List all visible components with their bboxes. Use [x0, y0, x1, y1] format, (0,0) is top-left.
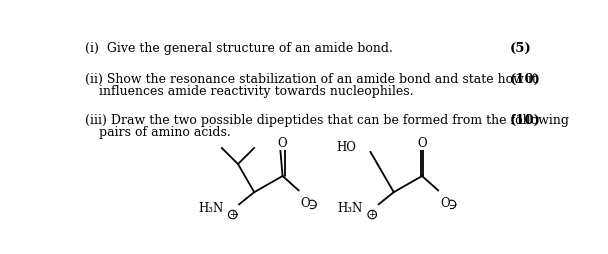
- Text: −: −: [308, 200, 316, 209]
- Text: (iii) Draw the two possible dipeptides that can be formed from the following: (iii) Draw the two possible dipeptides t…: [85, 114, 569, 127]
- Text: O: O: [440, 197, 449, 210]
- Text: (ii) Show the resonance stabilization of an amide bond and state how it: (ii) Show the resonance stabilization of…: [85, 73, 537, 86]
- Text: HO: HO: [336, 141, 356, 154]
- Text: (10): (10): [510, 114, 541, 127]
- Text: (i)  Give the general structure of an amide bond.: (i) Give the general structure of an ami…: [85, 42, 393, 55]
- Text: −: −: [447, 200, 455, 209]
- Text: (10): (10): [510, 73, 541, 86]
- Text: (5): (5): [510, 42, 532, 55]
- Text: +: +: [229, 210, 237, 219]
- Text: pairs of amino acids.: pairs of amino acids.: [99, 126, 231, 139]
- Text: H₃N: H₃N: [198, 202, 223, 215]
- Text: O: O: [278, 137, 288, 150]
- Text: O: O: [300, 197, 310, 210]
- Text: influences amide reactivity towards nucleophiles.: influences amide reactivity towards nucl…: [99, 85, 414, 98]
- Text: H₃N: H₃N: [337, 202, 363, 215]
- Text: +: +: [368, 210, 376, 219]
- Text: O: O: [417, 137, 427, 150]
